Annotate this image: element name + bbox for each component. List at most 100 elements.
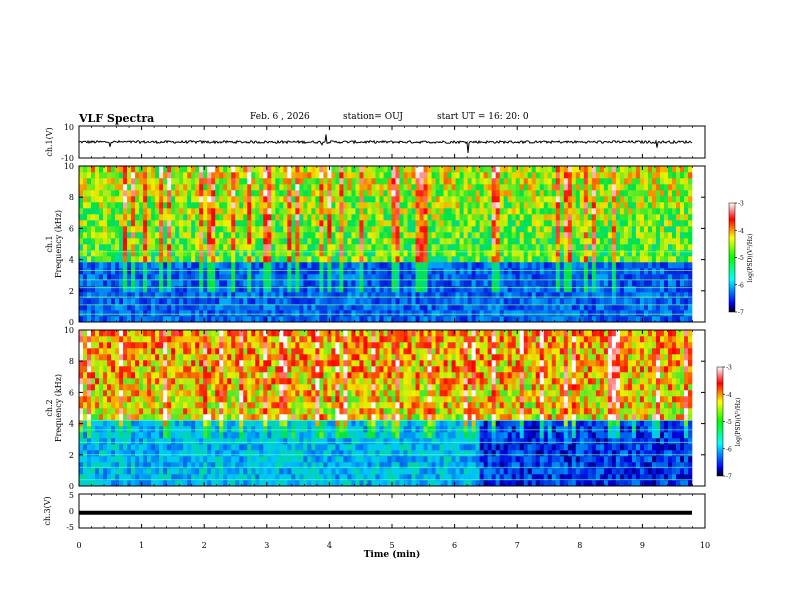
spectrogram-cell xyxy=(207,360,212,367)
spectrogram-cell xyxy=(639,310,645,317)
spectrogram-cell xyxy=(167,426,172,433)
spectrogram-cell xyxy=(171,402,176,409)
spectrogram-cell xyxy=(531,310,537,317)
spectrogram-cell xyxy=(143,384,148,391)
spectrogram-cell xyxy=(147,274,152,281)
spectrogram-cell xyxy=(119,310,124,317)
spectrogram-cell xyxy=(195,310,200,317)
spectrogram-cell xyxy=(107,316,112,323)
spectrogram-cell xyxy=(243,202,248,209)
spectrogram-cell xyxy=(503,316,508,323)
spectrogram-cell xyxy=(303,274,308,281)
spectrogram-cell xyxy=(687,238,693,245)
spectrogram-cell xyxy=(427,184,432,191)
spectrogram-cell xyxy=(543,196,549,203)
spectrogram-cell xyxy=(231,304,236,311)
spectrogram-cell xyxy=(623,268,629,275)
spectrogram-cell xyxy=(219,220,224,227)
spectrogram-cell xyxy=(283,292,288,299)
spectrogram-cell xyxy=(159,190,164,197)
spectrogram-cell xyxy=(619,286,625,293)
spectrogram-cell xyxy=(207,304,212,311)
spectrogram-cell xyxy=(399,232,404,239)
spectrogram-cell xyxy=(511,166,517,173)
spectrogram-cell xyxy=(307,220,312,227)
spectrogram-cell xyxy=(159,310,164,317)
spectrogram-cell xyxy=(123,244,128,251)
spectrogram-cell xyxy=(335,244,340,251)
spectrogram-cell xyxy=(551,202,557,209)
spectrogram-cell xyxy=(291,316,296,323)
spectrogram-cell xyxy=(339,184,344,191)
spectrogram-cell xyxy=(175,280,180,287)
spectrogram-cell xyxy=(311,262,316,269)
spectrogram-cell xyxy=(147,304,152,311)
spectrogram-cell xyxy=(455,202,460,209)
spectrogram-cell xyxy=(363,196,368,203)
spectrogram-cell xyxy=(179,202,184,209)
spectrogram-cell xyxy=(147,166,152,173)
spectrogram-cell xyxy=(127,474,132,481)
spectrogram-cell xyxy=(519,196,525,203)
spectrogram-cell xyxy=(131,232,136,239)
spectrogram-cell xyxy=(559,190,565,197)
spectrogram-cell xyxy=(103,208,108,215)
spectrogram-cell xyxy=(219,304,224,311)
spectrogram-cell xyxy=(339,292,344,299)
spectrogram-cell xyxy=(91,390,96,397)
spectrogram-cell xyxy=(311,292,316,299)
spectrogram-cell xyxy=(219,316,224,323)
spectrogram-cell xyxy=(283,178,288,185)
spectrogram-cell xyxy=(167,280,172,287)
spectrogram-cell xyxy=(415,208,420,215)
spectrogram-cell xyxy=(275,232,280,239)
spectrogram-cell xyxy=(151,292,156,299)
spectrogram-cell xyxy=(131,378,136,385)
spectrogram-cell xyxy=(627,250,633,257)
spectrogram-cell xyxy=(559,226,565,233)
spectrogram-cell xyxy=(119,238,124,245)
spectrogram-cell xyxy=(651,274,657,281)
spectrogram-cell xyxy=(679,178,685,185)
spectrogram-cell xyxy=(123,286,128,293)
spectrogram-cell xyxy=(335,202,340,209)
spectrogram-cell xyxy=(499,238,504,245)
spectrogram-cell xyxy=(435,232,440,239)
spectrogram-cell xyxy=(471,172,476,179)
spectrogram-cell xyxy=(79,414,84,421)
spectrogram-cell xyxy=(183,268,188,275)
spectrogram-cell xyxy=(203,480,208,487)
spectrogram-cell xyxy=(175,348,180,355)
spectrogram-cell xyxy=(259,286,264,293)
spectrogram-cell xyxy=(111,372,116,379)
spectrogram-cell xyxy=(259,214,264,221)
spectrogram-cell xyxy=(315,292,320,299)
spectrogram-cell xyxy=(131,414,136,421)
spectrogram-cell xyxy=(511,262,517,269)
spectrogram-cell xyxy=(215,262,220,269)
spectrogram-cell xyxy=(91,462,96,469)
spectrogram-cell xyxy=(167,450,172,457)
spectrogram-cell xyxy=(491,232,496,239)
spectrogram-cell xyxy=(215,426,220,433)
spectrogram-cell xyxy=(263,292,268,299)
spectrogram-cell xyxy=(623,166,629,173)
spectrogram-cell xyxy=(551,190,557,197)
spectrogram-cell xyxy=(127,208,132,215)
spectrogram-cell xyxy=(419,178,424,185)
spectrogram-cell xyxy=(603,256,609,263)
spectrogram-cell xyxy=(139,462,144,469)
spectrogram-cell xyxy=(535,232,541,239)
spectrogram-cell xyxy=(155,342,160,349)
spectrogram-cell xyxy=(191,372,196,379)
spectrogram-cell xyxy=(459,208,464,215)
spectrogram-cell xyxy=(307,166,312,173)
spectrogram-cell xyxy=(507,184,513,191)
spectrogram-cell xyxy=(111,220,116,227)
spectrogram-cell xyxy=(183,310,188,317)
spectrogram-cell xyxy=(171,360,176,367)
spectrogram-cell xyxy=(87,220,92,227)
spectrogram-cell xyxy=(339,256,344,263)
spectrogram-cell xyxy=(179,316,184,323)
spectrogram-cell xyxy=(215,304,220,311)
